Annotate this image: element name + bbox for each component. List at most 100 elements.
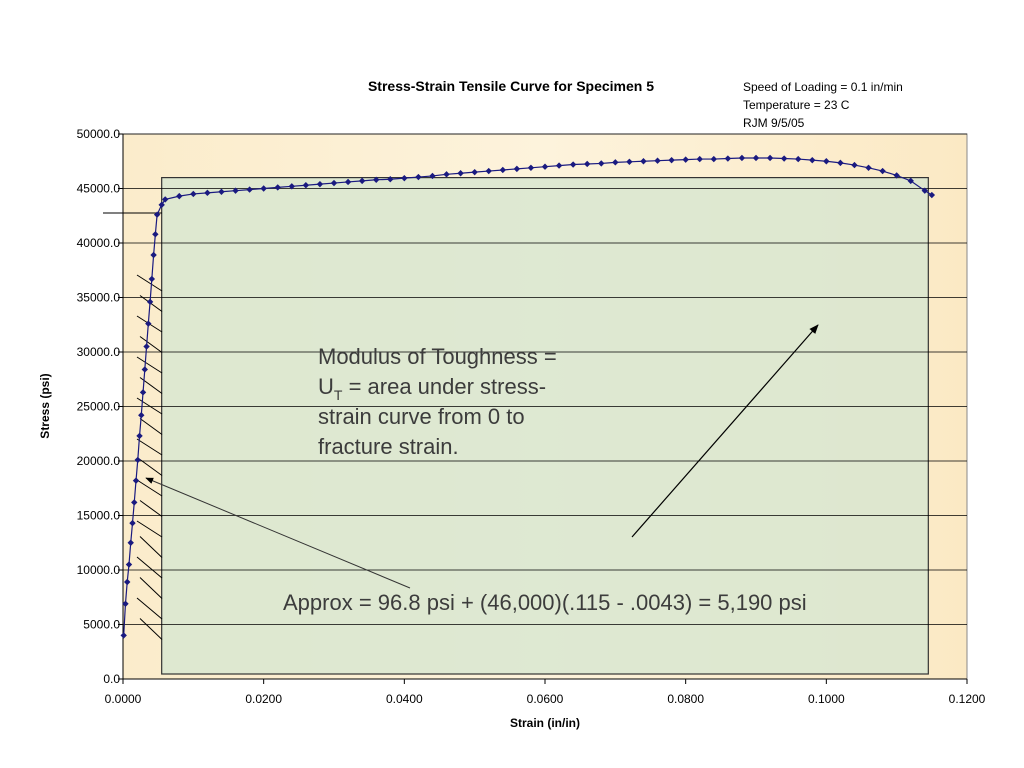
data-point bbox=[668, 156, 675, 164]
data-point bbox=[120, 632, 127, 639]
shaded-area bbox=[161, 177, 929, 675]
y-tick-label: 10000.0 bbox=[77, 563, 121, 577]
y-axis-title: Stress (psi) bbox=[38, 373, 52, 438]
data-point bbox=[626, 158, 633, 165]
data-point bbox=[162, 196, 169, 203]
data-point bbox=[921, 187, 928, 194]
data-point bbox=[457, 170, 464, 177]
arrow bbox=[145, 477, 411, 589]
y-tick-label: 15000.0 bbox=[77, 509, 121, 523]
data-point bbox=[752, 154, 760, 162]
data-point bbox=[302, 182, 310, 189]
data-point bbox=[127, 539, 134, 546]
note-sub: T bbox=[334, 387, 343, 403]
data-point bbox=[146, 298, 154, 306]
hatch bbox=[139, 336, 163, 353]
hatch bbox=[139, 577, 163, 599]
hatch bbox=[136, 397, 163, 415]
data-point bbox=[569, 161, 577, 168]
data-point bbox=[823, 158, 830, 165]
note: Temperature = 23 C bbox=[743, 98, 850, 112]
data-point bbox=[738, 154, 746, 162]
y-tick-label: 35000.0 bbox=[77, 291, 121, 305]
x-tick-label: 0.0200 bbox=[245, 692, 282, 706]
data-point bbox=[780, 155, 788, 162]
hatch bbox=[139, 500, 163, 517]
note: Speed of Loading = 0.1 in/min bbox=[743, 80, 903, 94]
data-point bbox=[527, 164, 535, 171]
y-tick-label: 5000.0 bbox=[83, 618, 120, 632]
data-point bbox=[132, 477, 140, 484]
y-tick-label: 25000.0 bbox=[77, 400, 121, 414]
y-tick-label: 50000.0 bbox=[77, 127, 121, 141]
x-tick-label: 0.0000 bbox=[105, 692, 142, 706]
note-line: UT = area under stress- bbox=[318, 374, 546, 403]
data-point bbox=[344, 178, 352, 186]
data-point bbox=[148, 275, 156, 283]
y-tick-label: 0.0 bbox=[103, 672, 120, 686]
data-point bbox=[125, 561, 133, 568]
data-point bbox=[443, 171, 450, 178]
data-point bbox=[640, 158, 647, 165]
data-point bbox=[218, 188, 225, 195]
hatch bbox=[139, 618, 163, 640]
hatch bbox=[136, 597, 163, 620]
data-point bbox=[158, 201, 165, 209]
hatch bbox=[136, 274, 163, 292]
data-point bbox=[136, 432, 143, 440]
data-point bbox=[145, 320, 152, 327]
hatch bbox=[136, 556, 163, 579]
data-point bbox=[513, 165, 521, 173]
data-point bbox=[131, 499, 138, 506]
hatch bbox=[136, 479, 163, 497]
data-point bbox=[246, 186, 253, 193]
data-point bbox=[865, 164, 872, 171]
x-tick-label: 0.0800 bbox=[667, 692, 704, 706]
data-point bbox=[232, 187, 239, 194]
hatch bbox=[136, 356, 163, 374]
data-point bbox=[274, 184, 281, 191]
approx-note: Approx = 96.8 psi + (46,000)(.115 - .004… bbox=[283, 590, 807, 615]
data-point bbox=[138, 412, 145, 419]
data-point bbox=[612, 159, 619, 166]
data-point bbox=[316, 180, 324, 188]
data-point bbox=[809, 156, 816, 164]
y-tick-label: 40000.0 bbox=[77, 236, 121, 250]
data-point bbox=[204, 189, 211, 197]
data-point bbox=[373, 176, 380, 183]
data-point bbox=[358, 177, 366, 185]
y-tick-label: 30000.0 bbox=[77, 345, 121, 359]
data-point bbox=[928, 191, 936, 199]
note-line: strain curve from 0 to bbox=[318, 404, 525, 429]
y-tick-label: 20000.0 bbox=[77, 454, 121, 468]
data-point bbox=[541, 163, 549, 170]
chart-title: Stress-Strain Tensile Curve for Specimen… bbox=[368, 78, 654, 94]
data-point bbox=[584, 160, 591, 168]
hatch bbox=[136, 438, 163, 456]
y-tick-label: 45000.0 bbox=[77, 182, 121, 196]
data-point bbox=[851, 161, 858, 169]
data-point bbox=[139, 389, 147, 396]
x-axis-title: Strain (in/in) bbox=[510, 716, 580, 730]
data-point bbox=[134, 456, 141, 464]
data-point bbox=[129, 519, 136, 527]
hatch bbox=[139, 418, 163, 435]
data-point bbox=[124, 578, 131, 586]
note-line: fracture strain. bbox=[318, 434, 459, 459]
data-point bbox=[879, 167, 886, 175]
data-point bbox=[724, 155, 732, 162]
data-point bbox=[190, 190, 197, 198]
x-tick-label: 0.1000 bbox=[808, 692, 845, 706]
plot-layer: 0.0 5000.0 10000.0 15000.0 20000.0 25000.0 300… bbox=[77, 127, 986, 706]
data-point bbox=[555, 162, 563, 169]
note-part: U bbox=[318, 374, 334, 399]
data-point bbox=[471, 168, 478, 176]
hatch bbox=[139, 459, 163, 476]
data-point bbox=[710, 155, 717, 163]
x-tick-label: 0.0600 bbox=[527, 692, 564, 706]
data-point bbox=[401, 174, 408, 182]
data-point bbox=[485, 167, 492, 175]
data-point bbox=[766, 154, 774, 162]
data-point bbox=[837, 159, 844, 167]
data-point bbox=[429, 172, 436, 180]
